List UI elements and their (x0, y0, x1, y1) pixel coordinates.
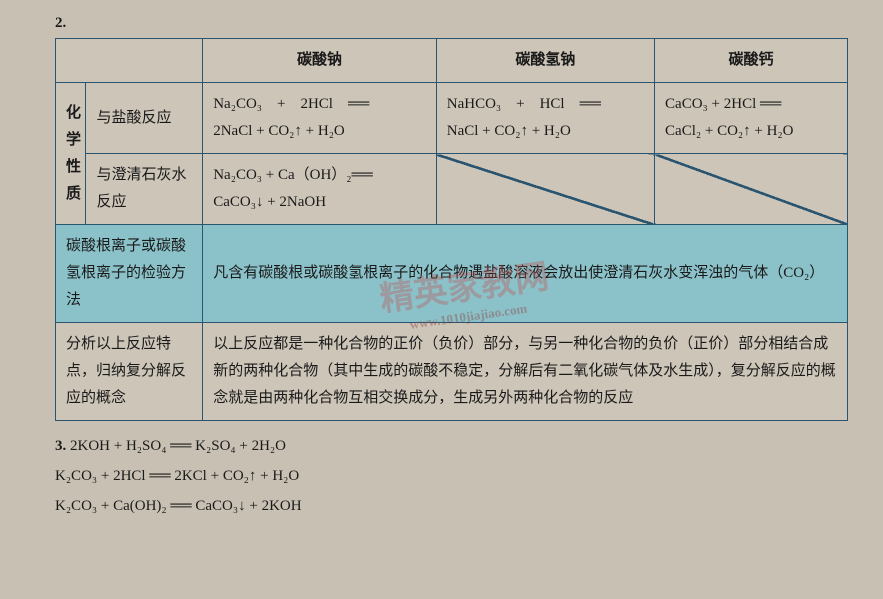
label-caoh-reaction: 与澄清石灰水反应 (86, 154, 203, 225)
table-header-row: 碳酸钠 碳酸氢钠 碳酸钙 (56, 39, 848, 83)
eq3-line2: K₂CO₃ + 2HCl ══ 2KCl + CO₂↑ + H₂O (55, 468, 299, 484)
row-hcl: 化学性质 与盐酸反应 Na₂CO₃ + 2HCl ══ 2NaCl + CO₂↑… (56, 83, 848, 154)
cell-nahco-caoh-na (436, 154, 654, 225)
cell-nac-caoh: Na₂CO₃ + Ca（OH）₂══ CaCO₃↓ + 2NaOH (203, 154, 437, 225)
row-test-method: 碳酸根离子或碳酸氢根离子的检验方法 凡含有碳酸根或碳酸氢根离子的化合物遇盐酸溶液… (56, 225, 848, 323)
header-nac: 碳酸钠 (203, 39, 437, 83)
question-3-block: 3. 2KOH + H₂SO₄ ══ K₂SO₄ + 2H₂O K₂CO₃ + … (55, 431, 848, 521)
header-caco: 碳酸钙 (655, 39, 848, 83)
cell-caco-caoh-na (655, 154, 848, 225)
cell-nahco-hcl: NaHCO₃ + HCl ══ NaCl + CO₂↑ + H₂O (436, 83, 654, 154)
label-test-method: 碳酸根离子或碳酸氢根离子的检验方法 (56, 225, 203, 323)
header-nahco: 碳酸氢钠 (436, 39, 654, 83)
eq3-line3: K₂CO₃ + Ca(OH)₂ ══ CaCO₃↓ + 2KOH (55, 498, 302, 514)
content-test-method: 凡含有碳酸根或碳酸氢根离子的化合物遇盐酸溶液会放出使澄清石灰水变浑浊的气体（CO… (203, 225, 848, 323)
content-summary: 以上反应都是一种化合物的正价（负价）部分，与另一种化合物的负价（正价）部分相结合… (203, 323, 848, 421)
row-caoh: 与澄清石灰水反应 Na₂CO₃ + Ca（OH）₂══ CaCO₃↓ + 2Na… (56, 154, 848, 225)
row-summary: 分析以上反应特点，归纳复分解反应的概念 以上反应都是一种化合物的正价（负价）部分… (56, 323, 848, 421)
label-summary: 分析以上反应特点，归纳复分解反应的概念 (56, 323, 203, 421)
cell-caco-hcl: CaCO₃ + 2HCl ══ CaCl₂ + CO₂↑ + H₂O (655, 83, 848, 154)
chemistry-table: 碳酸钠 碳酸氢钠 碳酸钙 化学性质 与盐酸反应 Na₂CO₃ + 2HCl ══… (55, 38, 848, 421)
label-hcl-reaction: 与盐酸反应 (86, 83, 203, 154)
cell-nac-hcl: Na₂CO₃ + 2HCl ══ 2NaCl + CO₂↑ + H₂O (203, 83, 437, 154)
question-number-2: 2. (55, 15, 848, 32)
question-number-3: 3. (55, 438, 66, 454)
eq3-line1: 2KOH + H₂SO₄ ══ K₂SO₄ + 2H₂O (70, 438, 286, 454)
vertical-label-properties: 化学性质 (56, 83, 86, 225)
